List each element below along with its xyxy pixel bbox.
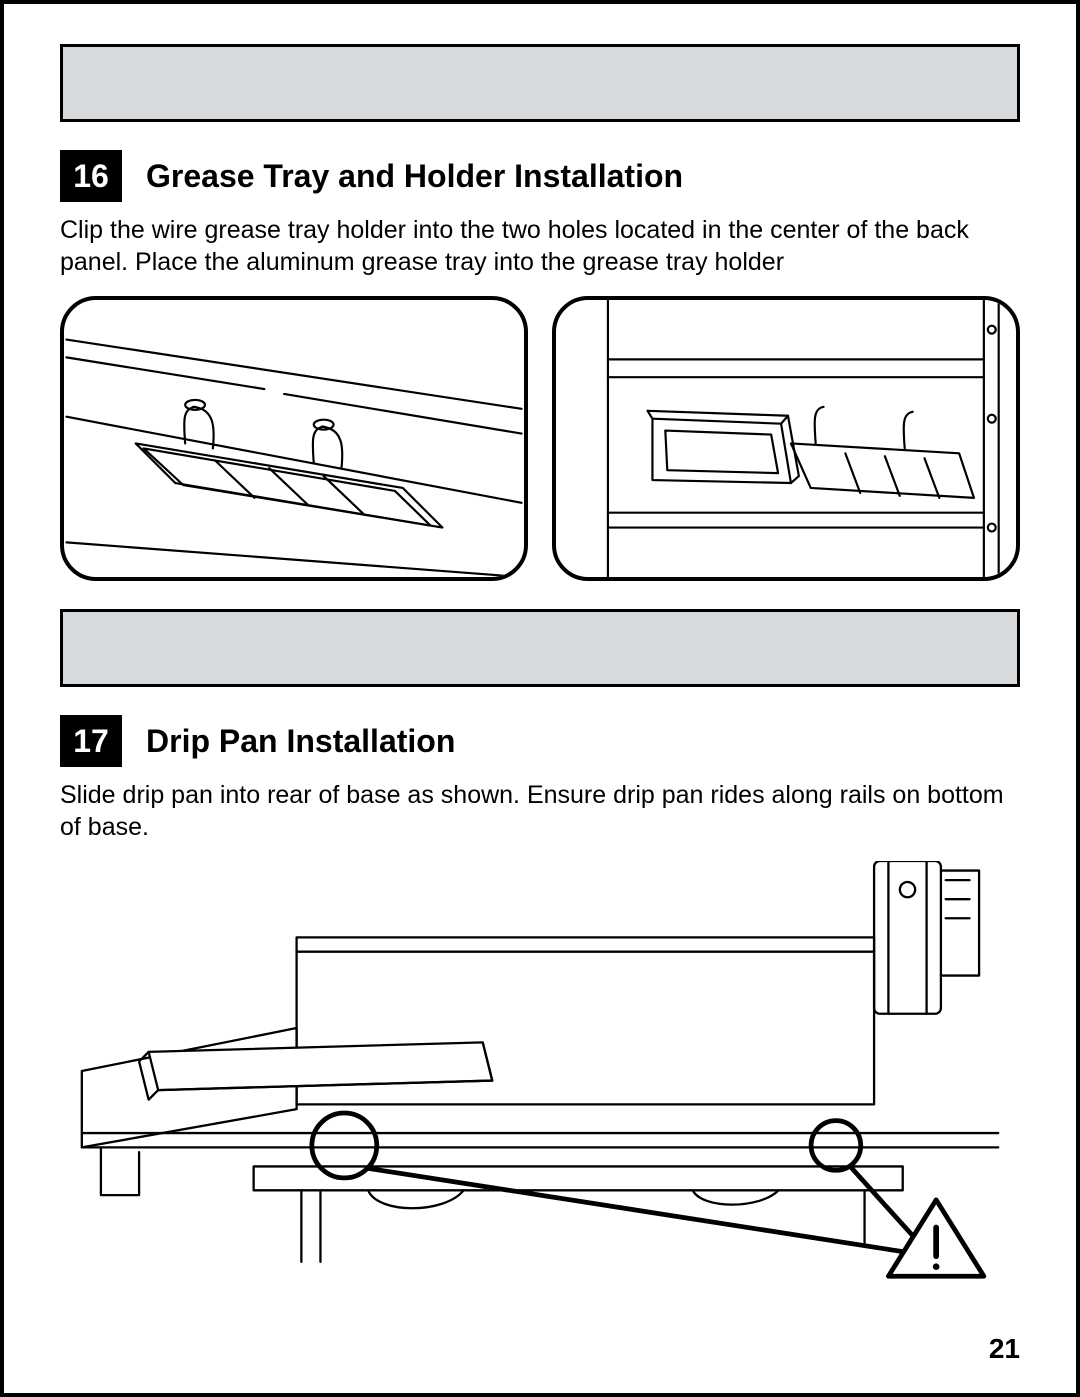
step-title: Grease Tray and Holder Installation — [146, 158, 683, 195]
page-number: 21 — [989, 1333, 1020, 1365]
step-number: 16 — [73, 158, 109, 195]
step-header: 16 Grease Tray and Holder Installation — [60, 150, 1020, 202]
section-divider-bar — [60, 44, 1020, 122]
step-number: 17 — [73, 723, 109, 760]
step-number-badge: 16 — [60, 150, 122, 202]
step-header: 17 Drip Pan Installation — [60, 715, 1020, 767]
drip-pan-diagram-container — [60, 861, 1020, 1281]
step-title: Drip Pan Installation — [146, 723, 455, 760]
illustration-panel-tray — [552, 296, 1020, 581]
drip-pan-diagram — [60, 861, 1020, 1281]
grease-tray-diagram — [556, 300, 1016, 577]
step-body-text: Slide drip pan into rear of base as show… — [60, 779, 1020, 843]
illustration-panel-holder — [60, 296, 528, 581]
grease-holder-diagram — [64, 300, 524, 577]
illustration-row — [60, 296, 1020, 581]
step-number-badge: 17 — [60, 715, 122, 767]
caution-icon — [888, 1200, 983, 1276]
step-body-text: Clip the wire grease tray holder into th… — [60, 214, 1020, 278]
manual-page: 16 Grease Tray and Holder Installation C… — [0, 0, 1080, 1397]
section-divider-bar — [60, 609, 1020, 687]
